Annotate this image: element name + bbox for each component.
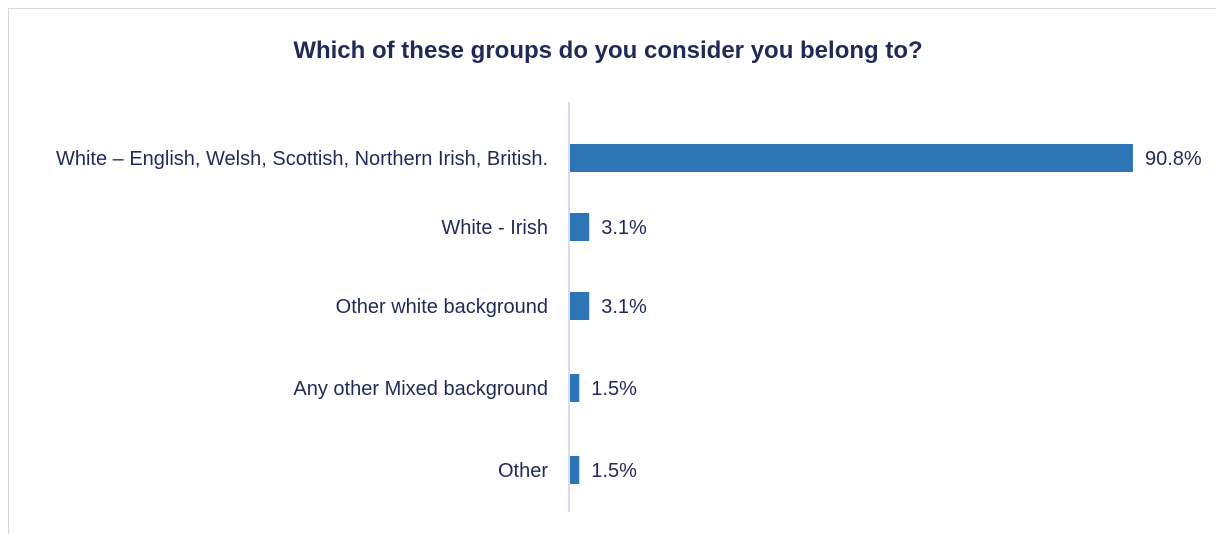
bar — [570, 292, 590, 320]
data-label: 3.1% — [601, 296, 647, 318]
bar — [570, 374, 580, 402]
tick-label: Other — [498, 460, 548, 482]
data-label: 3.1% — [601, 217, 647, 239]
data-label: 90.8% — [1145, 148, 1202, 170]
tick-label: Other white background — [336, 296, 548, 318]
tick-label: White - Irish — [441, 217, 548, 239]
chart-frame — [8, 8, 1216, 534]
tick-label: White – English, Welsh, Scottish, Northe… — [56, 148, 548, 170]
tick-label: Any other Mixed background — [293, 378, 548, 400]
bar — [570, 456, 580, 484]
chart-title: Which of these groups do you consider yo… — [293, 37, 923, 64]
data-label: 1.5% — [591, 378, 637, 400]
bar — [570, 213, 590, 241]
bar — [570, 144, 1133, 172]
data-label: 1.5% — [591, 460, 637, 482]
